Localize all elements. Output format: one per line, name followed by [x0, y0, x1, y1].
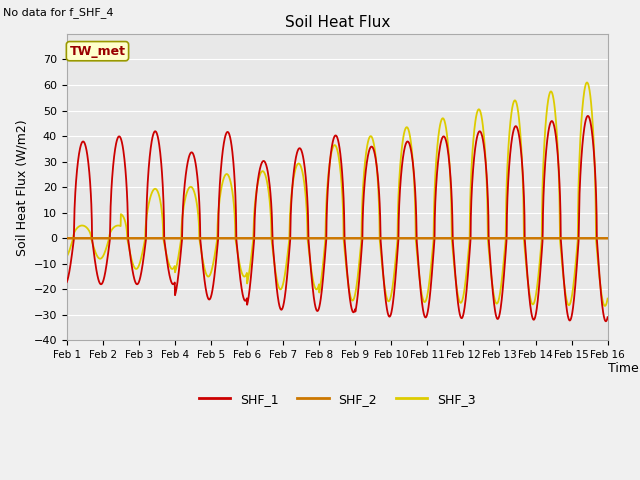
Legend: SHF_1, SHF_2, SHF_3: SHF_1, SHF_2, SHF_3	[194, 388, 481, 411]
SHF_3	[494, 299, 502, 305]
SHF_3	[63, 253, 70, 259]
SHF_2	[494, 235, 502, 241]
SHF_3	[214, 222, 221, 228]
SHF_3	[365, 137, 372, 143]
Title: Soil Heat Flux: Soil Heat Flux	[285, 15, 390, 30]
Line: SHF_3: SHF_3	[67, 83, 607, 306]
SHF_2	[63, 235, 70, 241]
SHF_2	[556, 235, 564, 241]
Text: TW_met: TW_met	[70, 45, 125, 58]
SHF_1	[584, 113, 591, 119]
SHF_2	[571, 235, 579, 241]
SHF_1	[214, 242, 221, 248]
SHF_1	[365, 151, 372, 156]
SHF_3	[601, 303, 609, 309]
SHF_3	[571, 270, 579, 276]
SHF_1	[353, 301, 360, 307]
SHF_1	[602, 318, 610, 324]
SHF_1	[556, 187, 564, 192]
Line: SHF_1: SHF_1	[67, 116, 607, 321]
SHF_1	[604, 314, 611, 320]
SHF_1	[63, 279, 70, 285]
SHF_2	[353, 235, 360, 241]
SHF_2	[214, 235, 221, 241]
X-axis label: Time: Time	[609, 362, 639, 375]
SHF_3	[353, 283, 360, 288]
SHF_2	[604, 235, 611, 241]
Text: No data for f_SHF_4: No data for f_SHF_4	[3, 7, 114, 18]
SHF_3	[604, 296, 611, 301]
SHF_1	[494, 316, 502, 322]
SHF_3	[583, 80, 591, 85]
Y-axis label: Soil Heat Flux (W/m2): Soil Heat Flux (W/m2)	[15, 119, 28, 255]
SHF_2	[365, 235, 372, 241]
SHF_3	[556, 219, 564, 225]
SHF_1	[571, 288, 579, 294]
